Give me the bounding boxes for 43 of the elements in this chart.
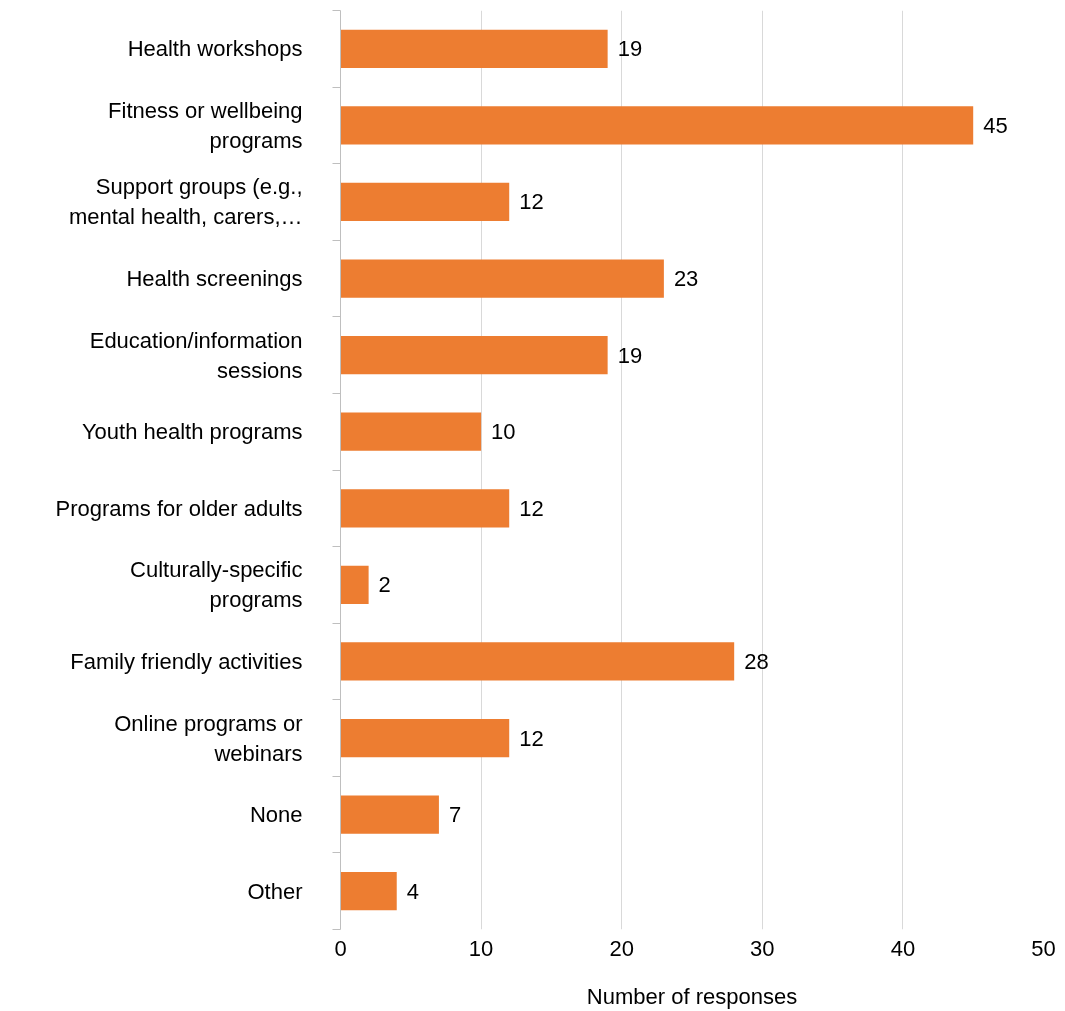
bar [340,795,439,834]
data-label: 19 [617,36,643,62]
data-label: 12 [519,495,544,521]
x-axis-title: Number of responses [586,983,798,1009]
x-tick-label: 40 [890,935,916,961]
y-tick-label: Programs for older adults [55,495,303,521]
y-tick-label: Other [247,878,303,904]
data-label: 45 [983,112,1008,138]
y-tick-label: Fitness or wellbeing programs [108,97,303,153]
x-tick-label: 10 [468,935,494,961]
y-tick-label: Support groups (e.g., mental health, carers,… [68,174,303,230]
x-tick-label: 50 [1031,935,1056,961]
y-tick-label: Health workshops [127,36,303,62]
data-label: 28 [744,648,769,674]
bar [340,872,397,911]
data-label: 2 [378,572,391,598]
y-tick-label: None [249,802,303,828]
bar [340,718,510,758]
data-label: 7 [448,802,462,828]
x-tick-label: 0 [334,935,347,961]
bar [340,259,664,298]
bar [340,29,608,68]
y-tick-label: Youth health programs [81,419,303,445]
data-label: 12 [519,189,544,215]
x-tick-label: 30 [750,935,775,961]
bar [340,412,482,451]
bar [340,335,608,375]
data-label: 19 [617,342,643,368]
bar [340,642,735,681]
bar [340,182,510,222]
data-label: 4 [406,878,419,904]
data-label: 10 [491,419,516,445]
bar [340,106,974,145]
data-label: 23 [673,266,699,292]
y-tick-label: Family friendly activities [70,648,303,674]
data-label: 12 [519,725,544,751]
x-tick-label: 20 [609,935,634,961]
y-tick-label: Online programs or webinars [114,710,303,766]
bar [340,565,369,605]
y-tick-label: Education/information sessions [89,327,303,383]
y-tick-label: Health screenings [126,266,303,292]
y-tick-label: Culturally-specific programs [130,557,303,613]
bar [340,489,510,528]
